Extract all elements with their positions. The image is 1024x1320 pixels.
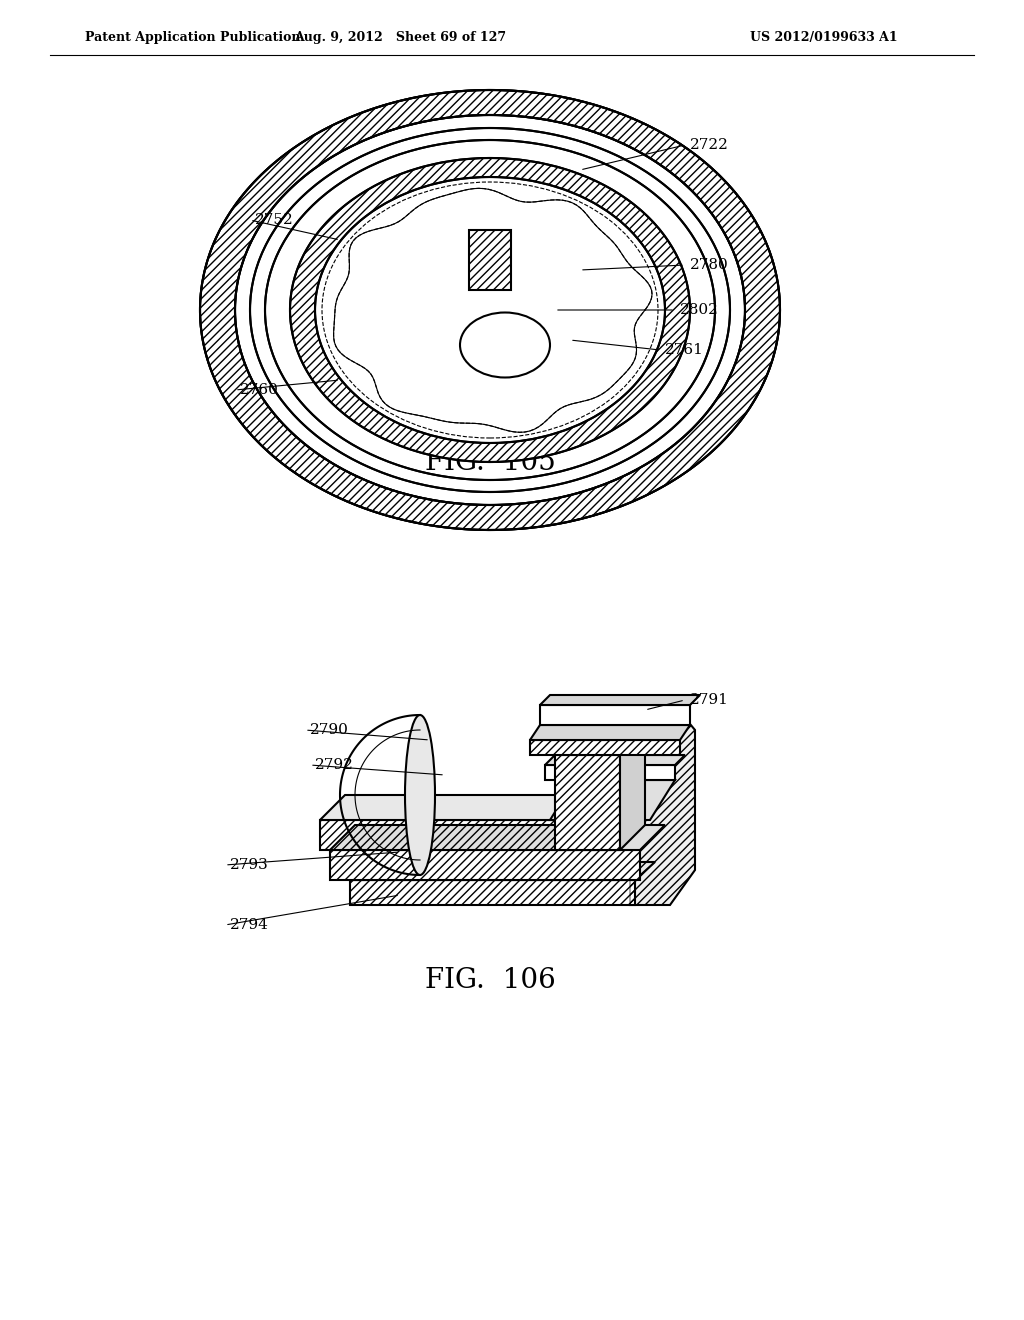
Polygon shape bbox=[540, 705, 690, 725]
Polygon shape bbox=[555, 755, 620, 850]
Polygon shape bbox=[540, 696, 700, 705]
PathPatch shape bbox=[200, 90, 780, 531]
Text: 2791: 2791 bbox=[690, 693, 729, 708]
Text: 2780: 2780 bbox=[690, 257, 729, 272]
Polygon shape bbox=[330, 825, 665, 850]
Text: 2761: 2761 bbox=[665, 343, 703, 356]
Text: 2790: 2790 bbox=[310, 723, 349, 737]
Polygon shape bbox=[319, 820, 620, 850]
Polygon shape bbox=[620, 730, 645, 850]
Text: FIG.  105: FIG. 105 bbox=[425, 449, 555, 475]
Polygon shape bbox=[530, 725, 690, 741]
Text: US 2012/0199633 A1: US 2012/0199633 A1 bbox=[750, 30, 898, 44]
Polygon shape bbox=[350, 862, 655, 880]
Text: 2802: 2802 bbox=[680, 304, 719, 317]
PathPatch shape bbox=[250, 128, 730, 492]
Ellipse shape bbox=[460, 313, 550, 378]
Text: 2760: 2760 bbox=[240, 383, 279, 397]
Bar bbox=[469, 230, 511, 290]
Ellipse shape bbox=[335, 191, 645, 428]
Text: 2794: 2794 bbox=[230, 917, 269, 932]
Ellipse shape bbox=[406, 715, 435, 875]
Polygon shape bbox=[545, 755, 685, 766]
Polygon shape bbox=[630, 700, 695, 906]
Polygon shape bbox=[340, 715, 420, 875]
Polygon shape bbox=[550, 780, 675, 820]
Polygon shape bbox=[350, 880, 635, 906]
Text: 2793: 2793 bbox=[230, 858, 268, 873]
Polygon shape bbox=[330, 850, 640, 880]
Polygon shape bbox=[319, 795, 645, 820]
Text: 2722: 2722 bbox=[690, 139, 729, 152]
Polygon shape bbox=[545, 766, 675, 780]
Text: 2792: 2792 bbox=[315, 758, 354, 772]
Polygon shape bbox=[530, 741, 680, 755]
Text: 2752: 2752 bbox=[255, 213, 294, 227]
Text: Aug. 9, 2012   Sheet 69 of 127: Aug. 9, 2012 Sheet 69 of 127 bbox=[294, 30, 506, 44]
Text: FIG.  106: FIG. 106 bbox=[425, 966, 555, 994]
Text: Patent Application Publication: Patent Application Publication bbox=[85, 30, 300, 44]
PathPatch shape bbox=[290, 158, 690, 462]
Bar bbox=[469, 230, 511, 290]
